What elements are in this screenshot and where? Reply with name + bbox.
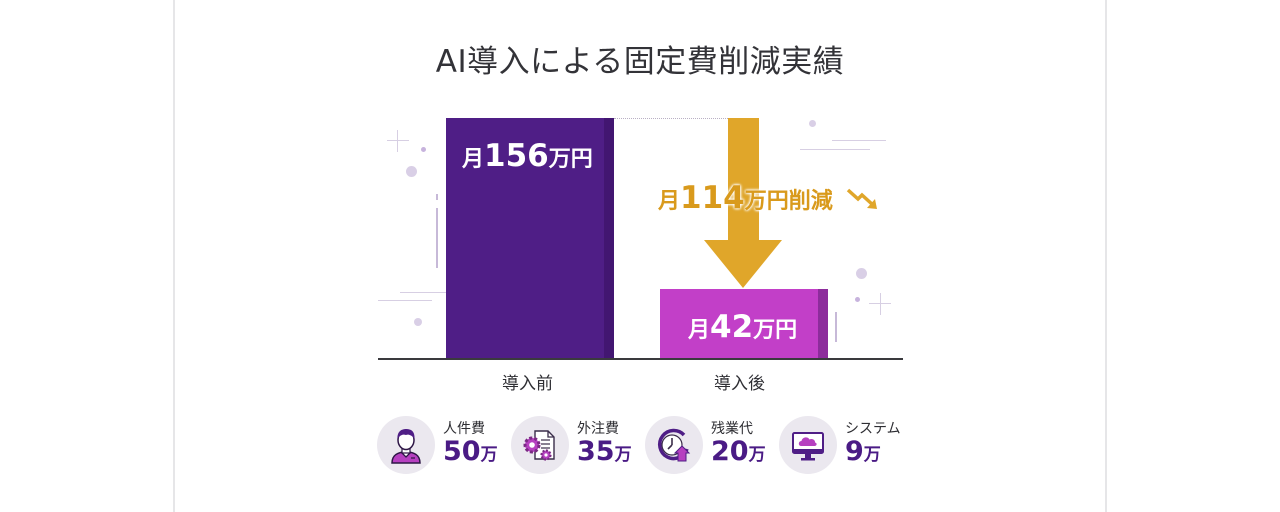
clock-arrow-icon [645,416,703,474]
sparkle-decoration [880,293,881,315]
down-arrow-head [704,240,782,288]
bar-shadow [604,118,614,358]
decor-dot [406,166,417,177]
stat-value: 35万 [577,435,632,467]
stat-system: システム 9万 [779,416,901,474]
decor-line [378,300,432,301]
chart-title: AI導入による固定費削減実績 [435,44,845,80]
content-frame [173,0,1107,512]
decor-line [835,312,837,342]
decor-line [800,149,870,150]
down-arrow-icon [728,118,759,242]
bar-value-label: 月156万円 [462,138,593,174]
stat-label: 人件費 [443,420,485,437]
reduction-annotation: 月114万円削減 [658,180,833,216]
decor-dot [809,120,816,127]
decor-dot [421,147,426,152]
decor-dot [856,268,867,279]
decor-line [832,140,886,141]
decor-line [400,292,446,293]
bar-shadow [818,289,828,358]
stat-value: 9万 [845,435,881,467]
stat-label: システム [845,420,901,437]
stat-value: 20万 [711,435,766,467]
stat-outsourcing: 外注費 35万 [511,416,632,474]
sparkle-decoration [397,130,398,152]
monitor-cloud-icon [779,416,837,474]
gear-document-icon [511,416,569,474]
decor-dot [414,318,422,326]
sparkle-decoration [387,140,409,141]
bar-value-label: 月42万円 [688,309,798,345]
stat-overtime: 残業代 20万 [645,416,766,474]
decor-line [436,208,438,268]
bar-before: 月156万円 [446,118,614,358]
trend-down-icon [846,188,877,209]
stat-value: 50万 [443,435,498,467]
x-axis-line [378,358,903,360]
stat-label: 外注費 [577,420,619,437]
category-label-before: 導入前 [502,374,553,394]
stat-label: 残業代 [711,420,753,437]
bar-after: 月42万円 [660,289,828,358]
category-label-after: 導入後 [714,374,765,394]
person-icon [377,416,435,474]
decor-dot [855,297,860,302]
connector-line [614,118,728,119]
stat-personnel: 人件費 50万 [377,416,498,474]
decor-line [436,194,438,200]
